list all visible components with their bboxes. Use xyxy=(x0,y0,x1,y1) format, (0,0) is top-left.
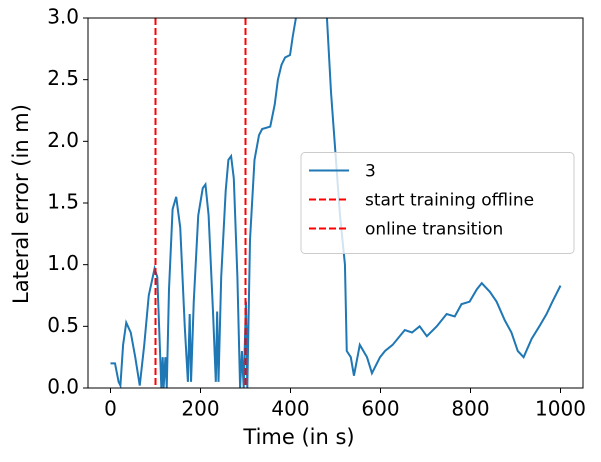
x-tick-label: 600 xyxy=(361,397,399,421)
legend: 3 start training offline online transition xyxy=(300,152,575,254)
y-tick-label: 2.0 xyxy=(47,128,79,152)
y-tick-label: 3.0 xyxy=(47,5,79,29)
legend-label: online transition xyxy=(365,220,503,240)
y-tick-label: 0.0 xyxy=(47,375,79,399)
plot-area xyxy=(110,18,562,388)
legend-label: 3 xyxy=(365,162,376,182)
y-tick-label: 2.5 xyxy=(47,66,79,90)
legend-label: start training offline xyxy=(365,191,534,211)
x-tick-label: 0 xyxy=(104,397,117,421)
y-tick-label: 1.0 xyxy=(47,251,79,275)
y-tick-label: 0.5 xyxy=(47,313,79,337)
x-tick-label: 1000 xyxy=(535,397,586,421)
line-series xyxy=(110,18,562,388)
x-tick-label: 800 xyxy=(451,397,489,421)
y-axis-label: Lateral error (in m) xyxy=(9,104,33,304)
x-tick-label: 400 xyxy=(271,397,309,421)
y-tick-label: 1.5 xyxy=(47,190,79,214)
x-tick-label: 200 xyxy=(181,397,219,421)
legend-box xyxy=(300,152,575,254)
x-axis-label: Time (in s) xyxy=(242,425,354,449)
